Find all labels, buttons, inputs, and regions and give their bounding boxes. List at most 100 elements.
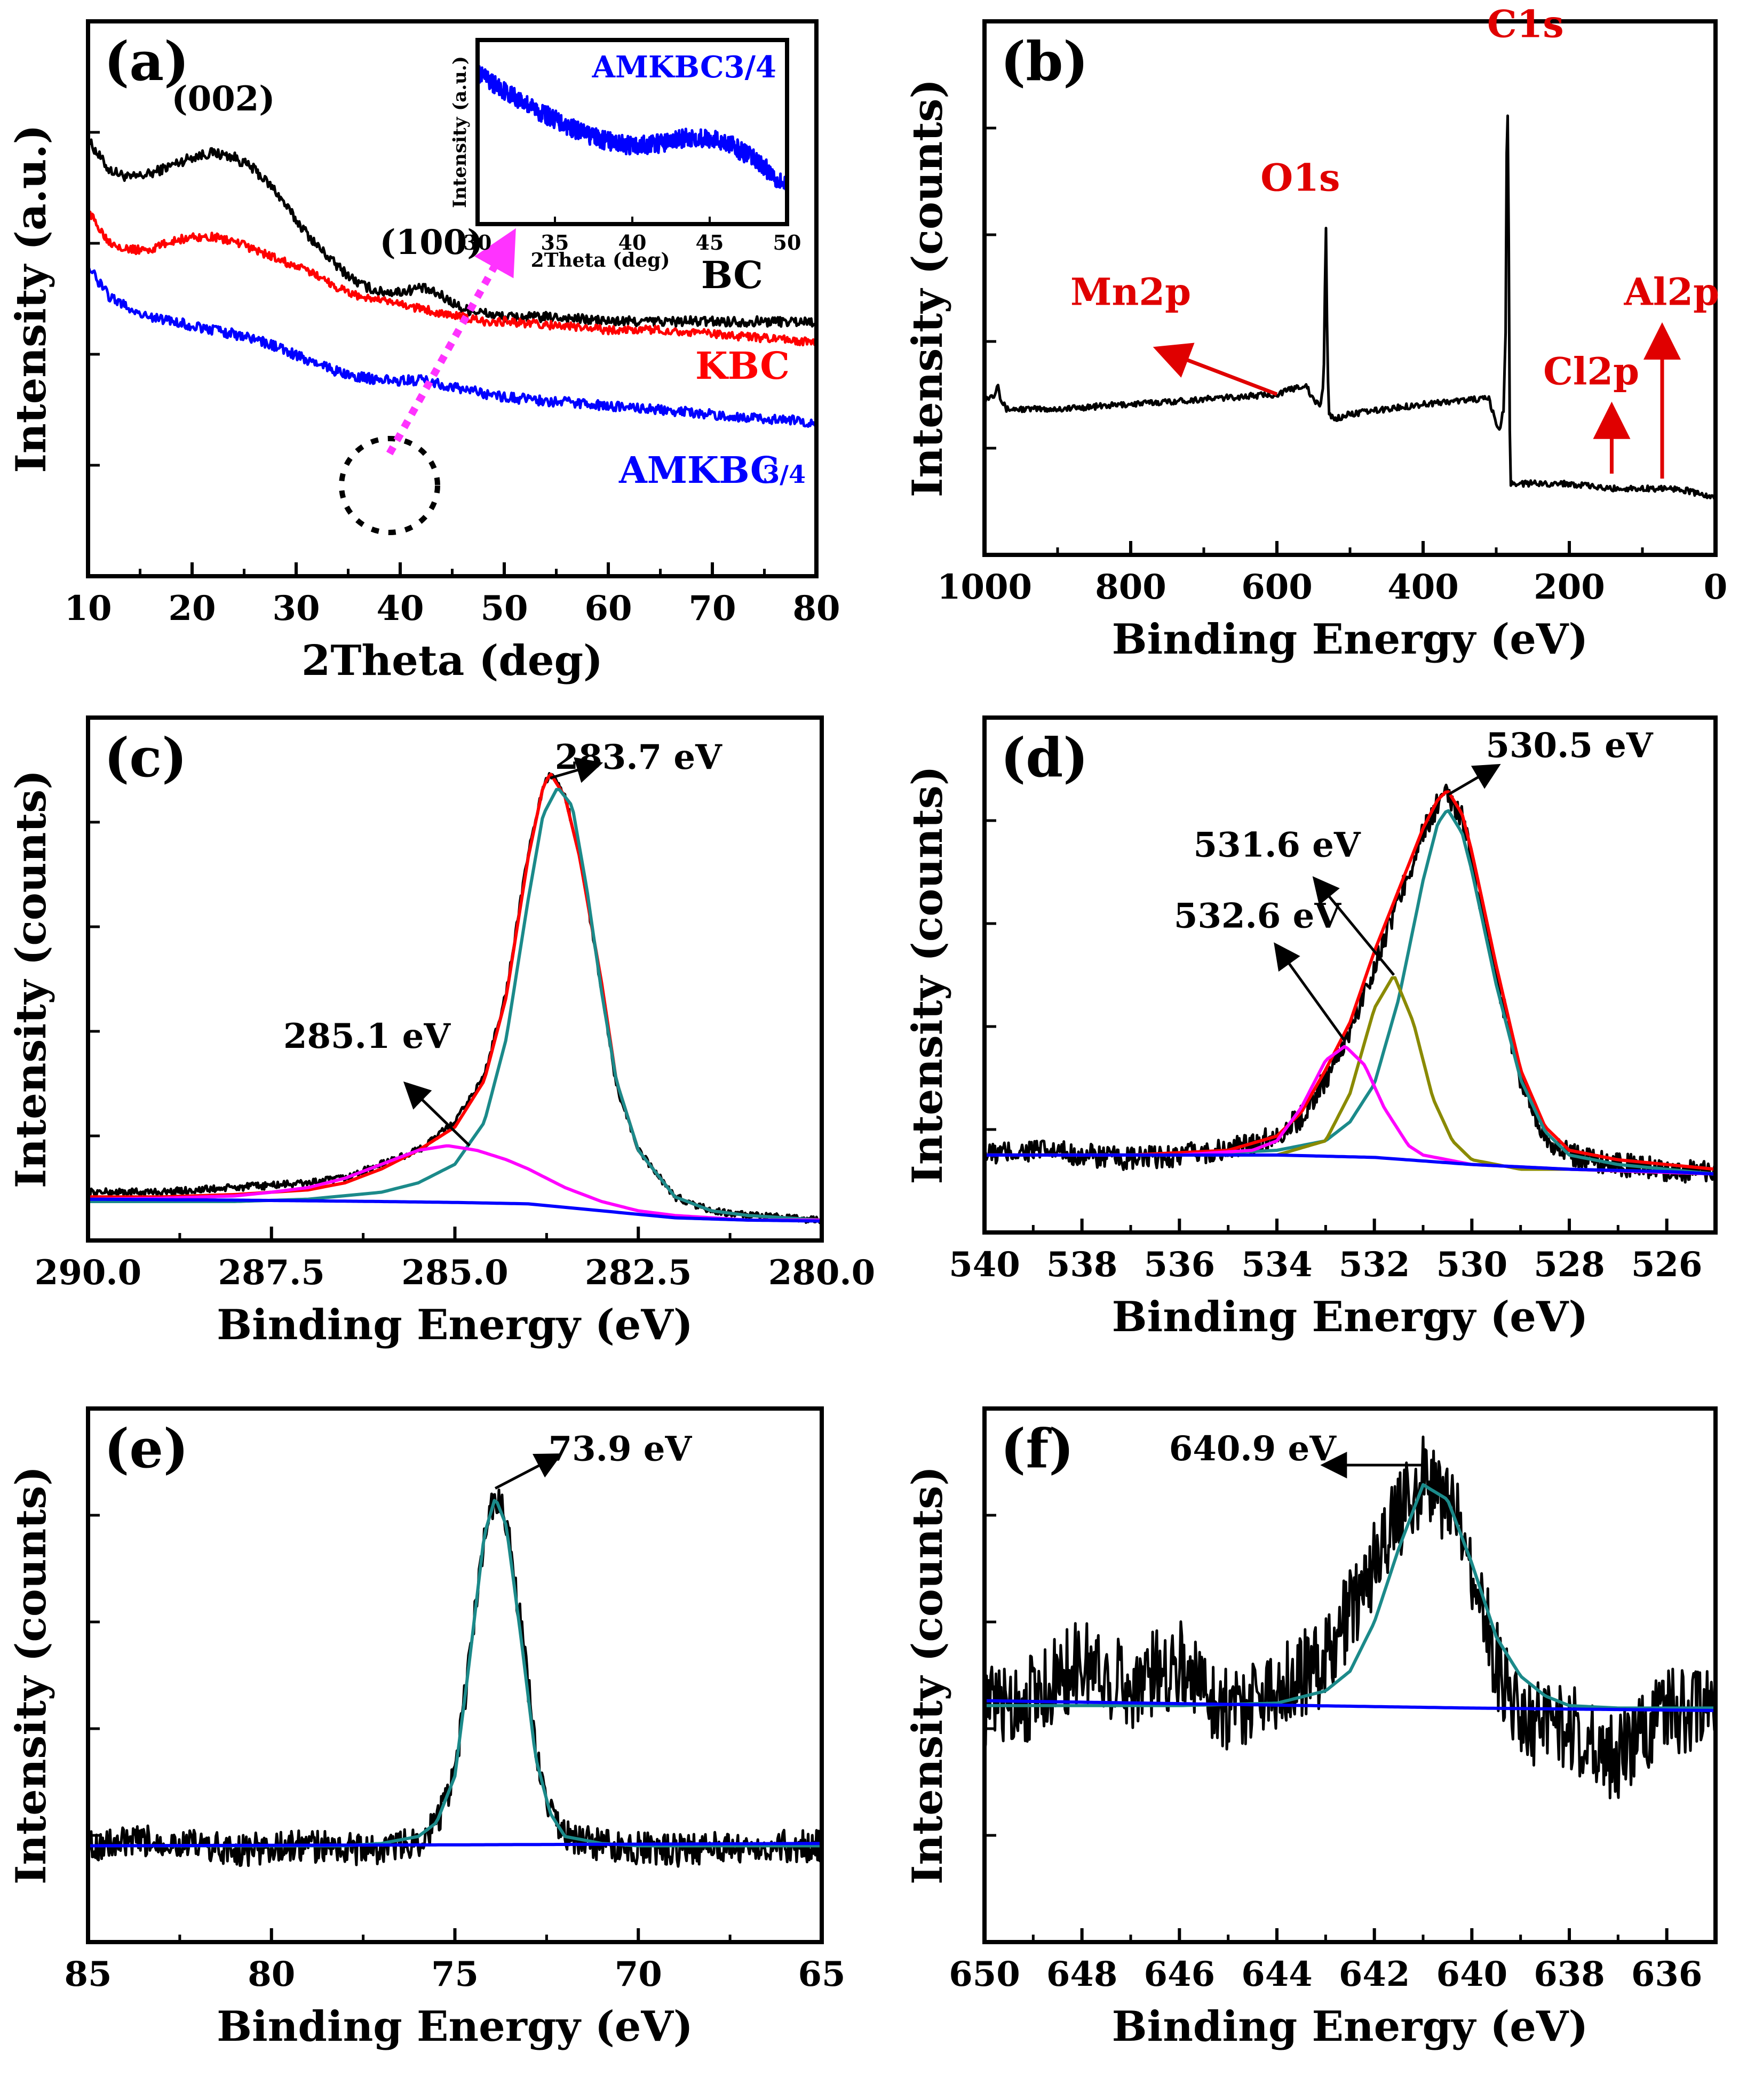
inset-series: [476, 65, 789, 191]
annotation-arrow: [1312, 876, 1395, 976]
x-axis-label: 2Theta (deg): [301, 637, 603, 685]
x-tick-label: 20: [168, 588, 216, 629]
x-tick-label: 280.0: [768, 1253, 875, 1293]
y-axis-label: Intensity (counts): [903, 766, 952, 1184]
panel-label: (f): [1000, 1417, 1074, 1480]
x-tick-label: 400: [1387, 567, 1459, 607]
series-531-6-ev-component: [984, 976, 1716, 1176]
x-tick-label: 0: [1704, 567, 1728, 607]
inset-x-tick-label: 35: [541, 230, 569, 254]
x-tick-label: 640: [1436, 1954, 1508, 1994]
plot-frame: [982, 715, 1718, 1235]
peak-label: 283.7 eV: [555, 737, 722, 777]
peak-label: Mn2p: [1070, 270, 1191, 314]
series-kbc: [86, 210, 818, 347]
highlight-circle: [339, 436, 440, 535]
x-tick-label: 80: [248, 1954, 295, 1994]
x-tick-label: 200: [1534, 567, 1605, 607]
annotation-arrow: [494, 1453, 562, 1490]
legend-amkbc-subscript: 3/4: [763, 460, 806, 489]
peak-label: 530.5 eV: [1486, 726, 1653, 766]
peak-label: Al2p: [1624, 270, 1720, 314]
x-tick-label: 644: [1241, 1954, 1313, 1994]
x-tick-label: 646: [1144, 1954, 1216, 1994]
y-axis-label: Intensity (counts): [903, 1466, 952, 1884]
peak-label: (100): [379, 222, 483, 262]
panel-e: 85 80 75 70 65 Binding Energy (eV) Intensity (…: [7, 1406, 846, 2051]
y-axis-label: Intensity (a.u.): [7, 125, 55, 473]
x-axis-label: Binding Energy (eV): [1112, 2002, 1589, 2051]
x-tick-label: 75: [431, 1954, 479, 1994]
panel-d: 540 538 536 534 532 530 528 526 Binding Energy (…: [903, 715, 1718, 1341]
x-tick-label: 538: [1046, 1245, 1118, 1285]
series-background: [984, 1699, 1716, 1712]
x-axis-label: Binding Energy (eV): [1112, 615, 1589, 664]
x-tick-label: 532: [1339, 1245, 1410, 1285]
series-al2p-data: [86, 1488, 823, 1868]
peak-label: 531.6 eV: [1193, 825, 1361, 865]
inset-x-label: 2Theta (deg): [531, 249, 670, 272]
x-tick-label: 638: [1534, 1954, 1605, 1994]
series-background: [88, 1842, 822, 1848]
panel-label: (a): [104, 30, 189, 93]
panel-f: 650 648 646 644 642 640 638 636 Binding Energy (…: [903, 1406, 1718, 2051]
series-survey: [983, 114, 1717, 500]
series-c1s-data: [86, 772, 823, 1224]
x-tick-label: 285.0: [401, 1253, 508, 1293]
panel-label: (e): [104, 1417, 188, 1480]
x-tick-label: 30: [272, 588, 320, 629]
inset-x-tick-label: 30: [464, 230, 492, 254]
x-tick-label: 528: [1534, 1245, 1605, 1285]
annotation-arrow: [1274, 942, 1346, 1043]
peak-label: (002): [171, 79, 275, 119]
panel-a: 10 20 30 40 50 60 70 80 2Theta (deg) Intensity (a…: [7, 19, 840, 685]
x-tick-label: 10: [64, 588, 112, 629]
plot-frame: [86, 1406, 824, 1944]
series-amkbc3-4: [86, 267, 818, 428]
annotation-arrow: [403, 1081, 471, 1147]
inset-y-label: Intensity (a.u.): [449, 56, 471, 208]
inset-title: AMKBC3/4: [592, 50, 776, 85]
x-tick-label: 1000: [937, 567, 1032, 607]
x-tick-label: 80: [792, 588, 840, 629]
x-tick-label: 50: [480, 588, 528, 629]
legend-bc: BC: [701, 253, 763, 297]
x-tick-label: 85: [64, 1954, 112, 1994]
x-tick-label: 800: [1095, 567, 1166, 607]
annotation-arrow: [386, 228, 516, 456]
panel-b: 1000 800 600 400 200 0 Binding Energy (eV) Inte…: [903, 2, 1727, 664]
inset-x-tick-label: 45: [696, 230, 724, 254]
x-tick-label: 648: [1046, 1954, 1118, 1994]
x-tick-label: 642: [1339, 1954, 1410, 1994]
x-tick-label: 60: [584, 588, 632, 629]
series-530-5-ev-component: [984, 809, 1716, 1176]
peak-label: Cl2p: [1543, 349, 1639, 393]
x-tick-label: 287.5: [218, 1253, 325, 1293]
y-axis-label: Intensity (counts): [903, 79, 952, 497]
x-tick-label: 65: [798, 1954, 845, 1994]
series-mn2p-data: [983, 1435, 1717, 1800]
x-axis-label: Binding Energy (eV): [217, 2002, 693, 2051]
series-285-1-ev-component: [88, 1144, 822, 1222]
peak-label: 73.9 eV: [549, 1429, 693, 1469]
panel-label: (c): [104, 726, 187, 789]
series-73-9-ev-component: [88, 1499, 822, 1848]
x-axis-label: Binding Energy (eV): [1112, 1293, 1589, 1341]
x-tick-label: 70: [615, 1954, 662, 1994]
peak-label: 285.1 eV: [283, 1016, 451, 1056]
x-tick-label: 540: [949, 1245, 1020, 1285]
peak-label: C1s: [1487, 2, 1564, 46]
peak-label: 532.6 eV: [1174, 896, 1341, 936]
legend-kbc: KBC: [695, 344, 790, 388]
x-tick-label: 530: [1436, 1245, 1508, 1285]
series-fit-envelope: [88, 773, 822, 1222]
x-tick-label: 282.5: [585, 1253, 692, 1293]
x-tick-label: 536: [1144, 1245, 1216, 1285]
series-background: [88, 1197, 822, 1223]
peak-label: 640.9 eV: [1169, 1429, 1337, 1469]
series-bc: [86, 138, 818, 328]
annotation-arrow: [1153, 343, 1278, 396]
y-axis-label: Intensity (counts): [7, 770, 55, 1188]
x-tick-label: 40: [376, 588, 424, 629]
